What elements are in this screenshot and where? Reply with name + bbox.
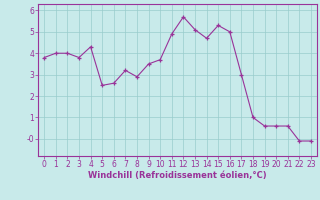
X-axis label: Windchill (Refroidissement éolien,°C): Windchill (Refroidissement éolien,°C): [88, 171, 267, 180]
